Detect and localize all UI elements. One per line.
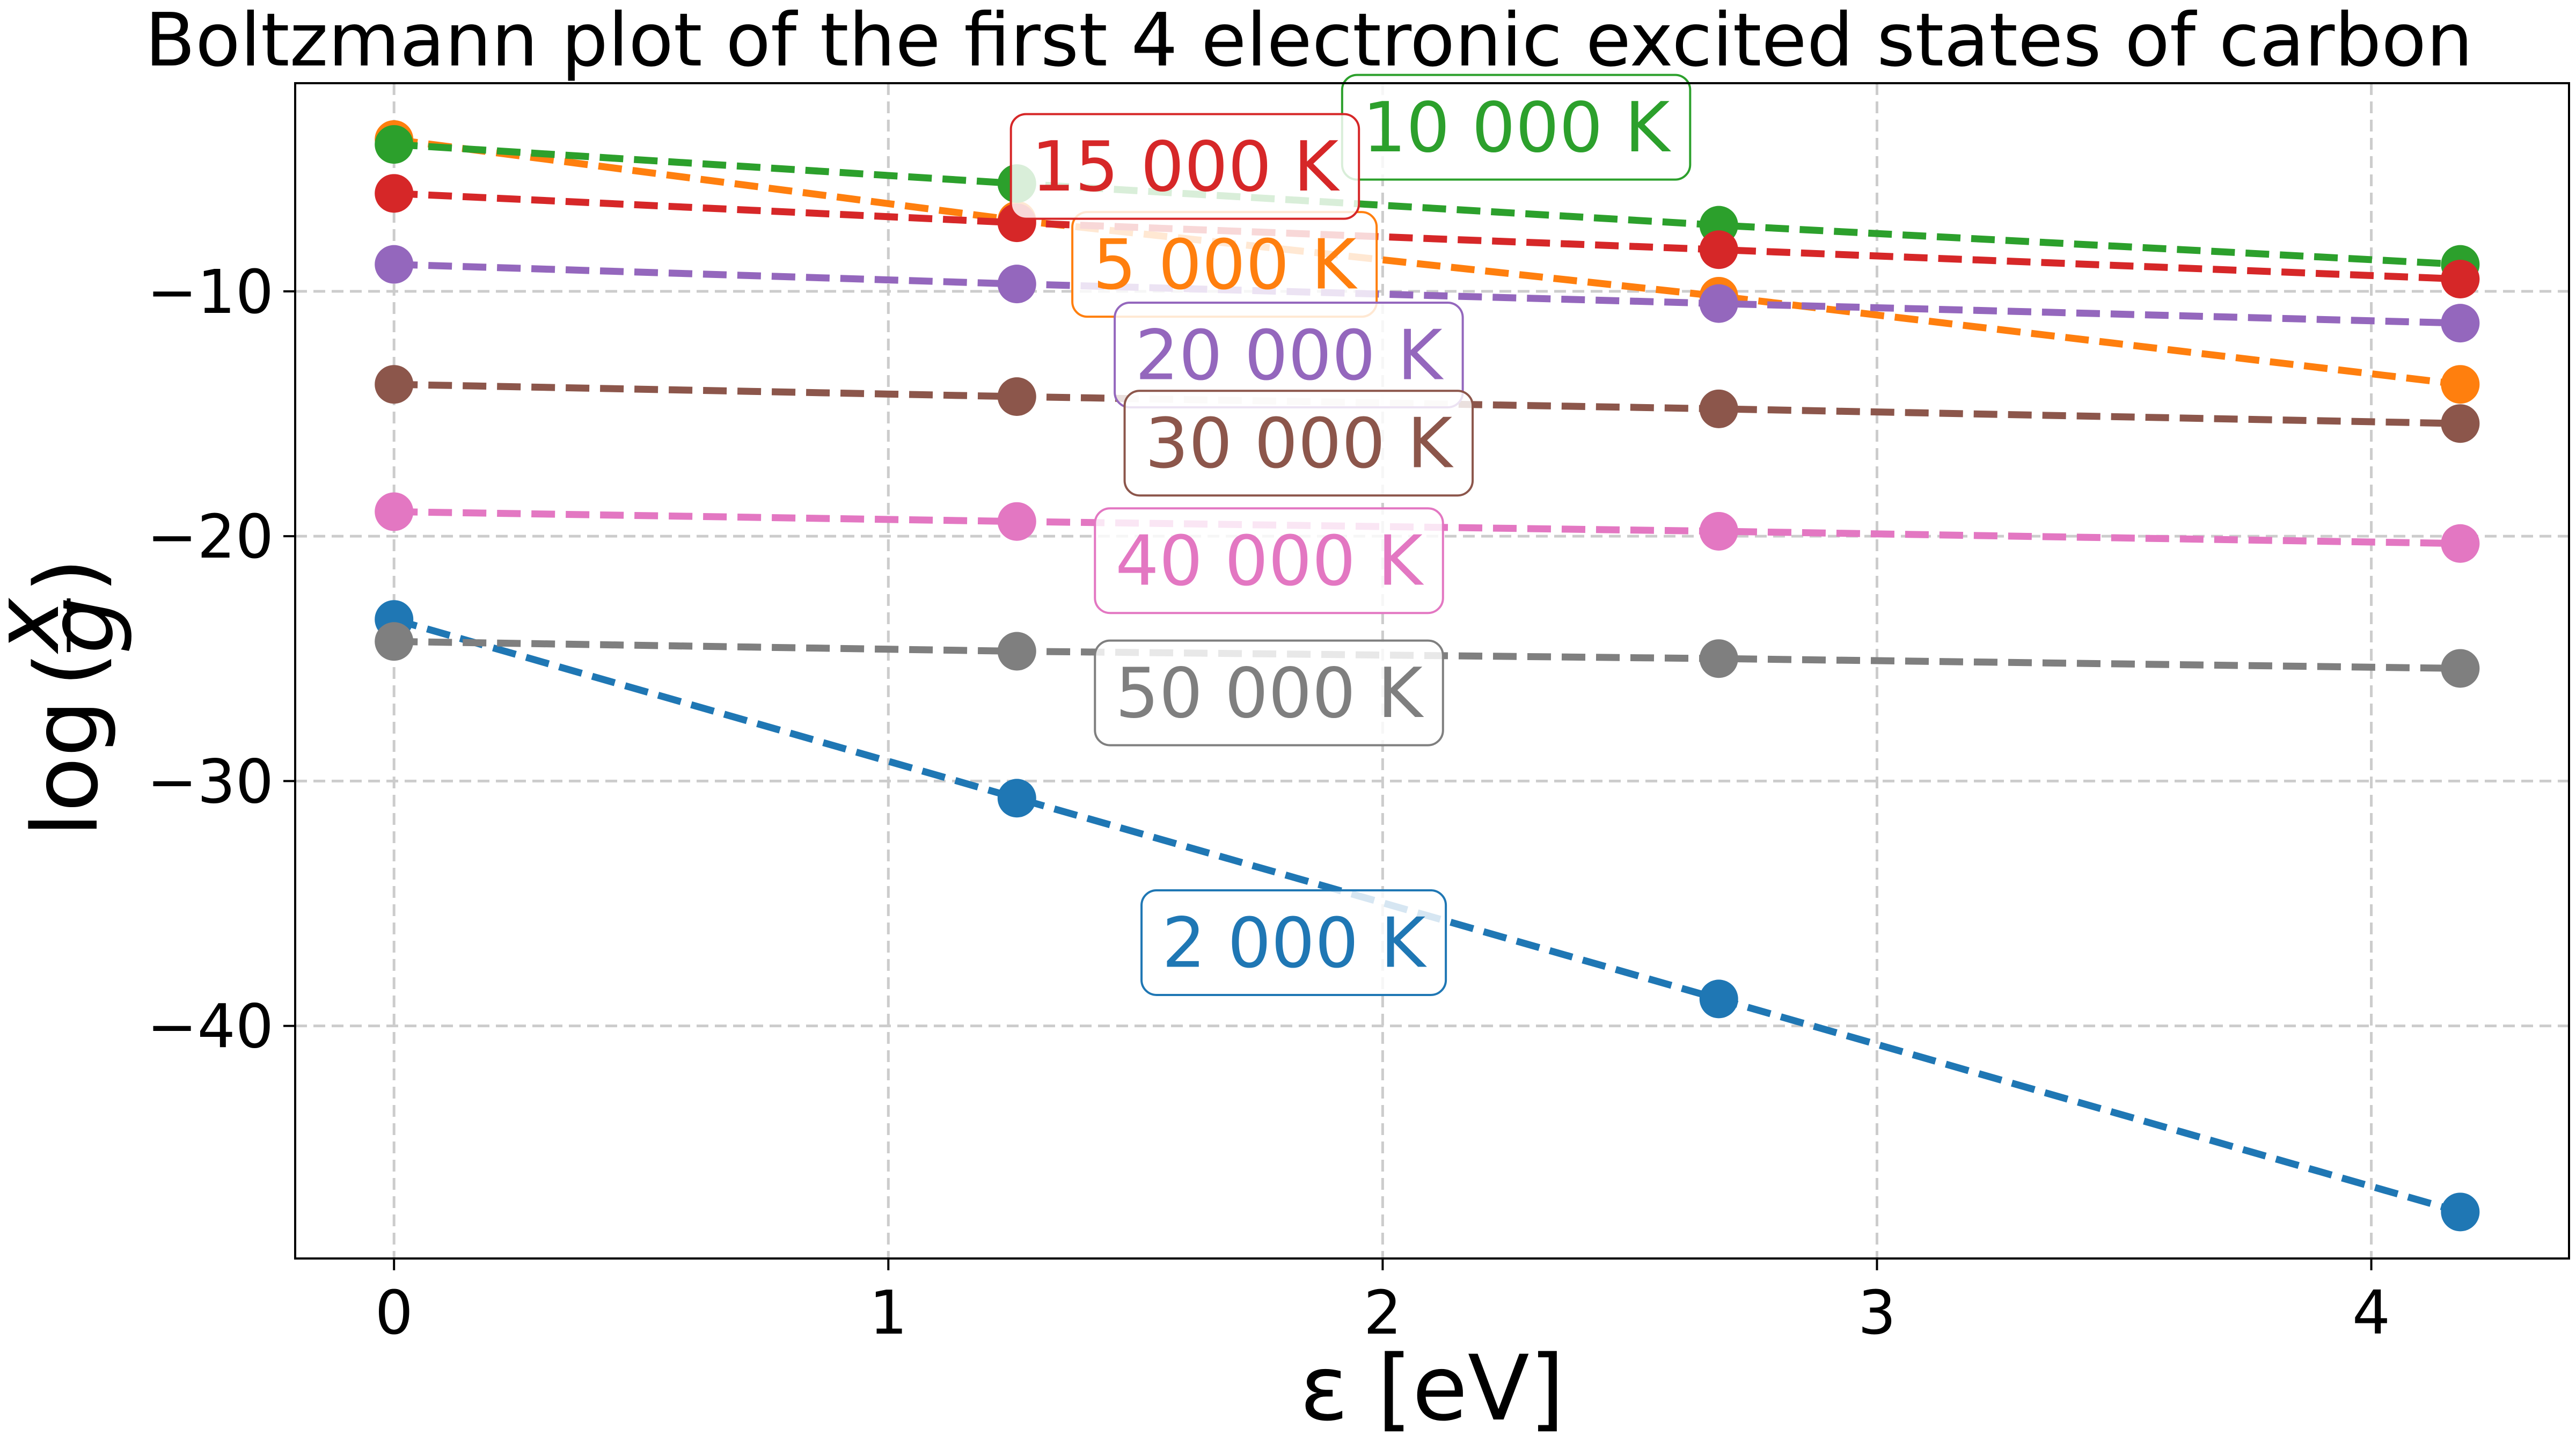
data-point-3-0 xyxy=(375,174,414,213)
series-label-box-0 xyxy=(1140,889,1447,996)
series-3 xyxy=(375,174,2480,298)
data-point-7-1 xyxy=(997,632,1036,671)
data-point-0-3 xyxy=(2441,1192,2480,1232)
y-axis-label-close-paren: ) xyxy=(16,558,121,593)
x-tick-label-1: 1 xyxy=(869,1278,908,1348)
y-tick-label-0: −10 xyxy=(147,258,274,327)
series-label-text-1: 5 000 K xyxy=(1093,225,1358,305)
y-axis-label: log (xg) xyxy=(0,558,134,837)
y-axis-label-denominator: g xyxy=(29,597,134,654)
data-point-5-2 xyxy=(1699,389,1738,428)
data-point-7-3 xyxy=(2441,649,2480,688)
data-point-6-2 xyxy=(1699,511,1738,551)
data-point-3-3 xyxy=(2441,260,2480,298)
series-label-3: 15 000 K xyxy=(1009,113,1360,220)
series-label-box-6 xyxy=(1094,507,1444,614)
y-axis-label-numerator: x xyxy=(0,598,79,655)
data-point-4-3 xyxy=(2441,304,2480,343)
series-label-text-5: 30 000 K xyxy=(1145,404,1454,484)
y-tick-label-2: −30 xyxy=(147,747,274,817)
series-label-1: 5 000 K xyxy=(1071,211,1378,318)
series-label-6: 40 000 K xyxy=(1094,507,1444,614)
data-point-6-1 xyxy=(997,502,1036,541)
series-label-2: 10 000 K xyxy=(1341,74,1692,181)
data-point-5-3 xyxy=(2441,404,2480,443)
data-point-6-0 xyxy=(375,492,414,531)
x-tick-label-3: 3 xyxy=(1858,1278,1896,1348)
data-point-4-2 xyxy=(1699,284,1738,323)
series-label-0: 2 000 K xyxy=(1140,889,1447,996)
chart-title: Boltzmann plot of the first 4 electronic… xyxy=(145,0,2473,83)
data-point-5-1 xyxy=(997,377,1036,416)
series-label-box-7 xyxy=(1094,639,1444,747)
series-label-box-3 xyxy=(1009,113,1360,220)
data-point-6-3 xyxy=(2441,524,2480,563)
series-label-text-3: 15 000 K xyxy=(1031,127,1341,207)
data-point-3-2 xyxy=(1699,230,1738,269)
series-label-7: 50 000 K xyxy=(1094,639,1444,747)
series-label-4: 20 000 K xyxy=(1114,301,1464,408)
x-tick-label-4: 4 xyxy=(2352,1278,2390,1348)
y-axis-label-open-paren: ( xyxy=(16,652,121,687)
data-point-4-0 xyxy=(375,245,414,284)
series-label-text-0: 2 000 K xyxy=(1162,903,1427,983)
series-label-text-4: 20 000 K xyxy=(1135,316,1444,396)
y-tick-label-3: −40 xyxy=(147,992,274,1062)
series-label-5: 30 000 K xyxy=(1123,390,1474,497)
data-point-0-2 xyxy=(1699,979,1738,1019)
series-label-text-2: 10 000 K xyxy=(1363,88,1672,168)
data-point-4-1 xyxy=(997,265,1036,304)
series-label-box-5 xyxy=(1123,390,1474,497)
series-label-text-6: 40 000 K xyxy=(1115,522,1424,602)
data-point-7-0 xyxy=(375,622,414,661)
y-axis-label-log: log xyxy=(13,700,118,837)
data-point-7-2 xyxy=(1699,639,1738,678)
y-tick-label-1: −20 xyxy=(147,502,274,572)
series-line-2 xyxy=(393,141,2461,268)
x-axis-label: ε [eV] xyxy=(1300,1336,1565,1441)
plot-area-frame xyxy=(294,82,2570,1260)
x-tick-label-2: 2 xyxy=(1364,1278,1402,1348)
series-label-text-7: 50 000 K xyxy=(1115,654,1424,734)
data-point-0-1 xyxy=(997,779,1036,818)
tick-layer: 0 1 2 3 4 −10 −20 −30 −40 xyxy=(147,258,2391,1348)
data-point-2-0 xyxy=(375,125,414,164)
series-labels-layer: 2 000 K 5 000 K10 000 K 15 000 K 20 000 K30… xyxy=(1009,74,1692,996)
data-point-1-3 xyxy=(2441,365,2480,404)
x-tick-label-0: 0 xyxy=(375,1278,413,1348)
data-point-5-0 xyxy=(375,365,414,404)
